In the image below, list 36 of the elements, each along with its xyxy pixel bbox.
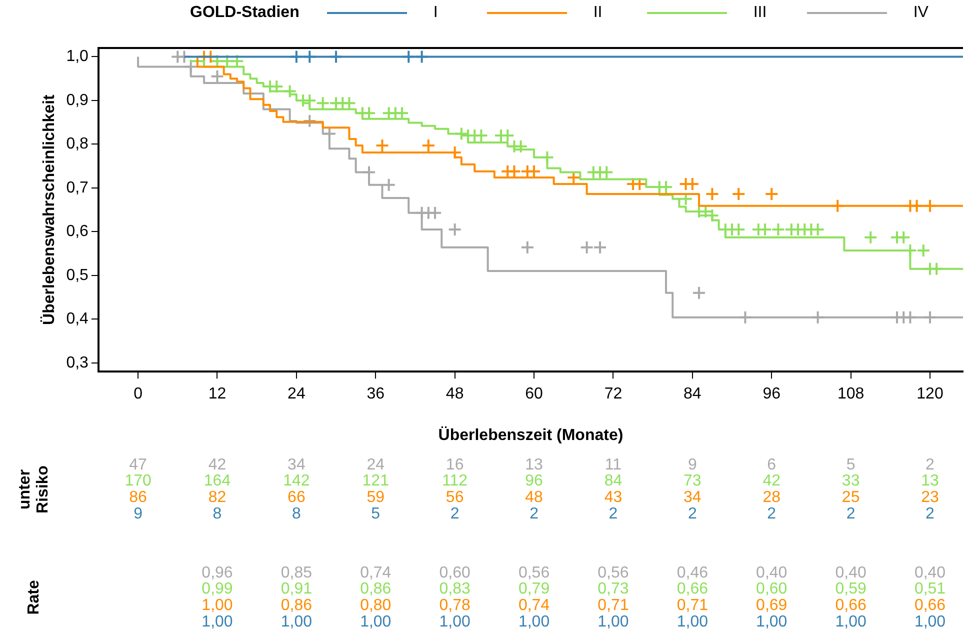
y-tick-label: 0,8 xyxy=(66,136,89,153)
text: 9 8 8 5 2 2 2 2 2 2 2 xyxy=(134,505,934,522)
text: unter Risiko xyxy=(16,465,52,514)
x-tick-label: 72 xyxy=(604,386,622,403)
legend-label: III xyxy=(753,4,768,22)
y-tick-label: 0,4 xyxy=(66,310,89,328)
legend-label: I xyxy=(433,4,439,22)
text: 86 82 66 59 56 48 43 34 28 25 23 xyxy=(129,489,939,506)
y-tick-label: 0,5 xyxy=(66,266,89,284)
text: 1,00 0,86 0,80 0,78 0,74 0,71 0,71 0,69 0,66 0,66 xyxy=(202,597,946,614)
y-axis-title: Überlebenswahrscheinlichkeit xyxy=(40,94,58,325)
x-tick-label: 36 xyxy=(366,386,385,403)
x-tick-label: 24 xyxy=(288,386,306,403)
y-tick-label: 0,7 xyxy=(66,179,89,196)
x-tick-label: 84 xyxy=(684,386,702,403)
x-tick-label: 96 xyxy=(762,386,781,403)
y-tick-label: 1,0 xyxy=(66,48,89,66)
x-tick-label: 0 xyxy=(134,386,143,403)
x-tick-label: 108 xyxy=(837,386,864,403)
legend-label: II xyxy=(593,4,604,22)
x-axis-title: Überlebenszeit (Monate) xyxy=(438,426,624,444)
x-tick-label: 120 xyxy=(916,386,944,403)
text: Rate xyxy=(25,580,42,615)
x-tick-label: 12 xyxy=(208,386,226,403)
x-tick-label: 60 xyxy=(525,386,544,403)
y-tick-label: 0,6 xyxy=(66,223,89,240)
text: 170 164 142 121 112 96 84 73 42 33 13 xyxy=(124,472,939,490)
y-tick-label: 0,3 xyxy=(66,354,89,372)
text: 1,00 1,00 1,00 1,00 1,00 1,00 1,00 1,00 1,00 1,00 xyxy=(202,613,946,630)
legend-title: GOLD-Stadien xyxy=(190,4,300,22)
text: 0,96 0,85 0,74 0,60 0,56 0,56 0,46 0,40 0,40 0,40 xyxy=(202,564,946,582)
x-tick-label: 48 xyxy=(446,386,464,403)
legend-label: IV xyxy=(913,4,930,22)
y-tick-label: 0,9 xyxy=(66,92,89,109)
text: 0,99 0,91 0,86 0,83 0,79 0,73 0,66 0,60 0,59 0,51 xyxy=(202,580,946,598)
text: 47 42 34 24 16 13 11 9 6 5 2 xyxy=(129,456,934,474)
